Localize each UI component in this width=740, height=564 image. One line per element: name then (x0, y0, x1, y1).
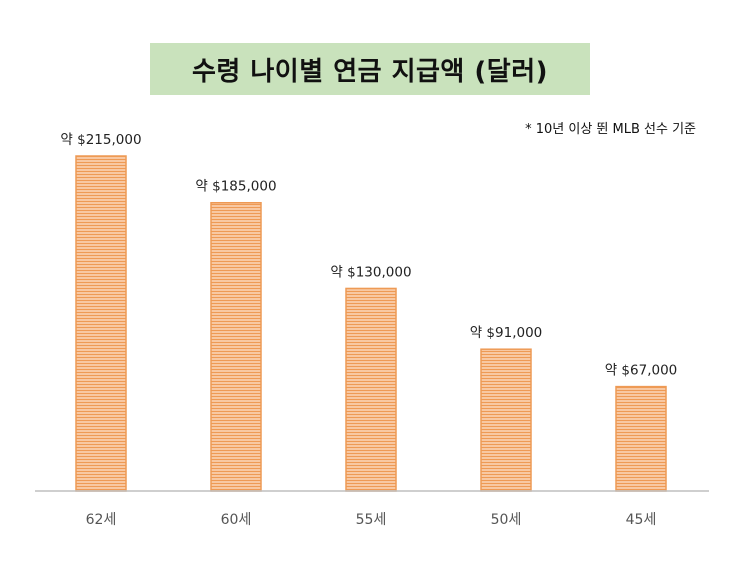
data-label: 약 $185,000 (195, 179, 276, 195)
data-label: 약 $67,000 (605, 363, 678, 379)
chart-title: 수령 나이별 연금 지급액 (달러) (191, 56, 548, 87)
x-tick-label: 45세 (626, 512, 657, 528)
data-label: 약 $130,000 (330, 264, 411, 280)
bar-50세 (480, 348, 532, 492)
bar-55세 (345, 287, 397, 492)
x-tick-label: 55세 (356, 512, 387, 528)
chart-title-box: 수령 나이별 연금 지급액 (달러) (150, 43, 590, 95)
chart-annotation: * 10년 이상 뛴 MLB 선수 기준 (525, 122, 696, 137)
x-tick-label: 50세 (491, 512, 522, 528)
bar-62세 (75, 155, 127, 492)
x-tick-label: 62세 (86, 512, 117, 528)
bar-45세 (615, 385, 667, 492)
bar-60세 (210, 201, 262, 492)
data-label: 약 $91,000 (470, 325, 543, 341)
x-tick-label: 60세 (221, 512, 252, 528)
data-label: 약 $215,000 (60, 132, 141, 148)
